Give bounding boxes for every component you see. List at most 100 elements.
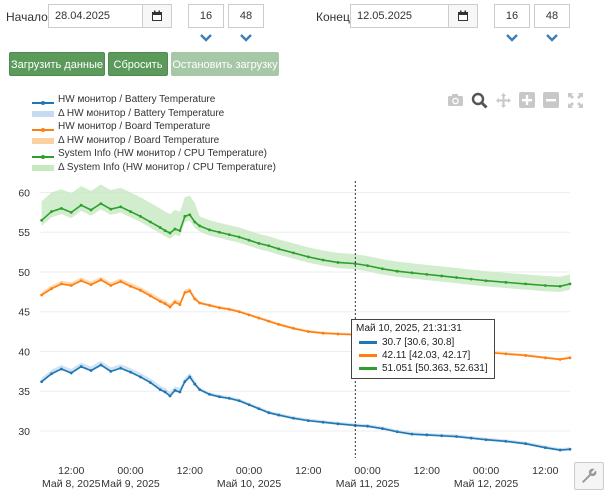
series-line <box>41 202 571 288</box>
series-point <box>79 279 83 283</box>
series-point <box>267 411 271 415</box>
series-point <box>267 244 271 248</box>
legend-item[interactable]: Δ System Info (HW монитор / CPU Temperat… <box>30 161 276 175</box>
series-point <box>40 218 44 222</box>
series-point <box>158 299 162 303</box>
settings-wrench-button[interactable] <box>574 462 604 490</box>
legend-item[interactable]: Δ HW монитор / Battery Temperature <box>30 107 276 121</box>
y-axis-ticks: 30 35 40 45 50 55 60 <box>18 187 30 437</box>
y-tick-label: 60 <box>18 187 30 199</box>
legend-label: Δ HW монитор / Battery Temperature <box>58 107 225 119</box>
end-hour-input[interactable]: 16 <box>494 4 530 28</box>
series-point <box>178 229 182 233</box>
series-point <box>109 369 113 373</box>
legend-item[interactable]: System Info (HW монитор / CPU Temperatur… <box>30 147 276 161</box>
series-point <box>163 390 167 394</box>
y-tick-label: 30 <box>18 426 30 438</box>
series-point <box>524 442 527 446</box>
tooltip-swatch <box>359 341 377 344</box>
series-point <box>89 283 93 287</box>
start-label: Начало <box>6 10 48 24</box>
series-point <box>395 430 399 434</box>
series-point <box>524 282 527 286</box>
legend-item[interactable]: HW монитор / Board Temperature <box>30 120 276 134</box>
series-point <box>109 207 113 211</box>
series-point <box>366 264 369 268</box>
series-point <box>380 427 384 430</box>
series-point <box>69 284 73 287</box>
series-point <box>188 213 192 217</box>
legend-label: Δ System Info (HW монитор / CPU Temperat… <box>58 161 276 173</box>
series-point <box>129 370 132 374</box>
series-point <box>168 231 172 235</box>
reset-button[interactable]: Сбросить <box>108 52 168 76</box>
series-point <box>218 395 221 399</box>
legend-swatch <box>32 151 54 160</box>
series-point <box>139 375 142 379</box>
series-point <box>543 284 547 287</box>
start-hour-input[interactable]: 16 <box>188 4 224 28</box>
pan-icon[interactable] <box>494 91 512 109</box>
start-hour-chevron-down-icon[interactable] <box>200 34 212 42</box>
series-point <box>504 352 508 356</box>
end-minute-chevron-down-icon[interactable] <box>546 34 558 42</box>
series-point <box>227 396 231 400</box>
x-tick-time-label: 00:00 <box>117 465 143 477</box>
y-tick-label: 55 <box>18 227 30 239</box>
series-point <box>543 356 547 360</box>
end-minute-input[interactable]: 48 <box>534 4 570 28</box>
series-point <box>99 363 103 367</box>
series-point <box>178 303 182 306</box>
hover-tooltip: Май 10, 2025, 21:31:31 30.7 [30.6, 30.8]… <box>351 319 495 379</box>
series-point <box>148 220 152 224</box>
end-hour-chevron-down-icon[interactable] <box>506 34 518 42</box>
legend-swatch <box>32 124 54 133</box>
series-point <box>173 300 177 304</box>
start-calendar-button[interactable] <box>142 4 172 28</box>
legend-label: HW монитор / Board Temperature <box>58 121 211 133</box>
series-point <box>69 210 73 214</box>
load-data-button[interactable]: Загрузить данные <box>9 52 105 76</box>
series-point <box>543 446 547 450</box>
legend-item[interactable]: HW монитор / Battery Temperature <box>30 93 276 107</box>
series-point <box>237 235 241 239</box>
series-point <box>455 276 458 279</box>
start-minute-chevron-down-icon[interactable] <box>240 34 252 42</box>
zoom-out-icon[interactable] <box>542 91 560 109</box>
start-minute-input[interactable]: 48 <box>228 4 264 28</box>
start-date-input[interactable]: 28.04.2025 <box>48 4 142 28</box>
zoom-icon[interactable] <box>470 91 488 109</box>
series-point <box>321 420 325 424</box>
series-point <box>558 448 562 452</box>
chart-bands <box>41 184 571 452</box>
y-tick-label: 45 <box>18 307 30 319</box>
series-point <box>410 432 414 436</box>
end-calendar-button[interactable] <box>448 4 478 28</box>
legend-item[interactable]: Δ HW монитор / Board Temperature <box>30 134 276 148</box>
series-line <box>41 364 571 451</box>
series-point <box>158 388 162 392</box>
zoom-in-icon[interactable] <box>518 91 536 109</box>
series-point <box>163 229 167 233</box>
series-point <box>247 313 251 317</box>
series-point <box>218 230 221 234</box>
x-tick-time-label: 12:00 <box>295 465 321 477</box>
series-point <box>237 399 241 403</box>
series-point <box>193 382 197 386</box>
series-point <box>237 310 241 314</box>
stop-loading-button[interactable]: Остановить загрузку <box>171 52 279 76</box>
tooltip-row: 51.051 [50.363, 52.631] <box>356 362 490 375</box>
end-date-input[interactable]: 12.05.2025 <box>350 4 448 28</box>
series-point <box>504 439 508 443</box>
series-point <box>336 261 340 264</box>
series-point <box>257 241 261 245</box>
x-tick-time-label: 12:00 <box>177 465 203 477</box>
series-point <box>440 274 444 278</box>
series-point <box>89 208 93 212</box>
series-point <box>139 288 142 292</box>
camera-icon[interactable] <box>446 91 464 109</box>
series-point <box>40 380 44 384</box>
autoscale-icon[interactable] <box>566 91 584 109</box>
series-point <box>484 438 488 442</box>
